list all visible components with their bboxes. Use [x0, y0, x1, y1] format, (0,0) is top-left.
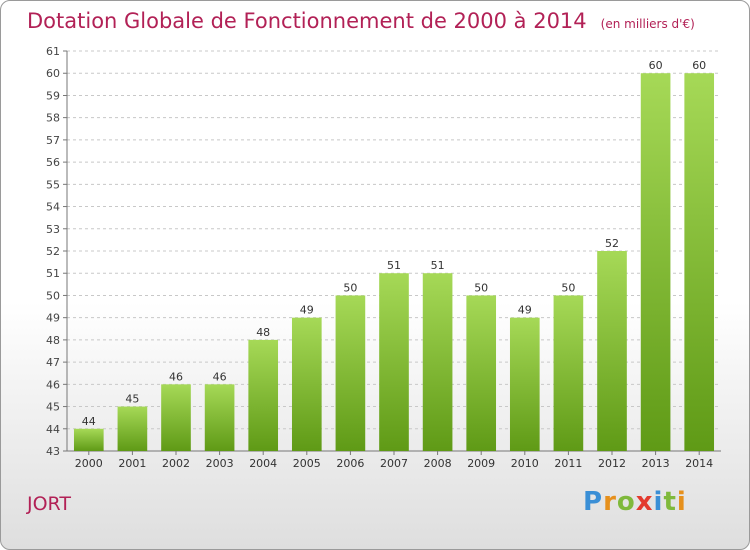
y-tick-label: 53 — [46, 223, 60, 236]
x-tick-label: 2007 — [380, 457, 408, 470]
commune-name: JORT — [27, 493, 71, 515]
logo-letter: x — [635, 487, 654, 517]
x-tick-label: 2009 — [467, 457, 495, 470]
y-tick-label: 48 — [46, 334, 60, 347]
bar — [553, 295, 584, 451]
y-tick-label: 43 — [46, 445, 60, 458]
data-label: 49 — [300, 304, 314, 317]
data-label: 50 — [343, 281, 357, 294]
y-tick-label: 57 — [46, 134, 60, 147]
y-tick-label: 51 — [46, 267, 60, 280]
data-label: 46 — [213, 370, 227, 383]
bar — [422, 273, 453, 451]
y-tick-label: 55 — [46, 178, 60, 191]
x-tick-label: 2001 — [118, 457, 146, 470]
bar — [291, 317, 322, 451]
y-tick-label: 46 — [46, 378, 60, 391]
x-tick-label: 2005 — [293, 457, 321, 470]
bar — [597, 251, 627, 451]
data-label: 51 — [387, 259, 401, 272]
data-label: 48 — [256, 326, 270, 339]
x-tick-label: 2002 — [162, 457, 190, 470]
labels: 43 44 45 46 47 48 49 50 51 52 53 54 55 56 57 58 59 60 61 44… — [46, 45, 713, 470]
y-tick-label: 50 — [46, 289, 60, 302]
bar — [161, 384, 191, 451]
bar — [640, 73, 671, 451]
y-tick-label: 60 — [46, 67, 60, 80]
data-label: 45 — [125, 393, 139, 406]
data-label: 51 — [431, 259, 445, 272]
x-tick-label: 2003 — [206, 457, 234, 470]
logo-letter: o — [616, 487, 636, 517]
data-label: 49 — [518, 304, 532, 317]
chart-title-block: Dotation Globale de Fonctionnement de 20… — [27, 9, 695, 33]
bars — [73, 73, 715, 451]
y-tick-label: 54 — [46, 201, 60, 214]
data-label: 50 — [561, 281, 575, 294]
x-tick-label: 2010 — [511, 457, 539, 470]
x-tick-label: 2014 — [685, 457, 713, 470]
y-tick-label: 52 — [46, 245, 60, 258]
x-tick-label: 2008 — [424, 457, 452, 470]
bar — [117, 406, 148, 451]
logo-letter: P — [583, 487, 604, 517]
bar — [379, 273, 409, 451]
x-tick-label: 2004 — [249, 457, 277, 470]
y-tick-label: 44 — [46, 423, 60, 436]
data-label: 52 — [605, 237, 619, 250]
bar — [509, 317, 540, 451]
x-tick-label: 2011 — [554, 457, 582, 470]
y-tick-label: 45 — [46, 401, 60, 414]
data-label: 60 — [649, 59, 663, 72]
proxiti-logo[interactable]: Proxiti — [583, 487, 687, 517]
data-label: 50 — [474, 281, 488, 294]
data-label: 46 — [169, 370, 183, 383]
x-tick-label: 2013 — [642, 457, 670, 470]
data-label: 44 — [82, 415, 96, 428]
logo-letter: i — [653, 487, 664, 517]
logo-letter: t — [663, 487, 677, 517]
y-tick-label: 59 — [46, 89, 60, 102]
bar — [335, 295, 366, 451]
y-tick-label: 58 — [46, 112, 60, 125]
bar — [248, 339, 279, 451]
unit-note: (en milliers d'€) — [600, 17, 695, 31]
bar — [204, 384, 235, 451]
chart-title: Dotation Globale de Fonctionnement de 20… — [27, 9, 587, 33]
bar — [466, 295, 497, 451]
y-tick-label: 61 — [46, 45, 60, 58]
x-tick-label: 2000 — [75, 457, 103, 470]
x-tick-label: 2012 — [598, 457, 626, 470]
logo-letter: i — [676, 487, 687, 517]
logo-letter: r — [603, 487, 617, 517]
bar — [684, 73, 715, 451]
bar — [73, 428, 104, 451]
y-tick-label: 56 — [46, 156, 60, 169]
y-tick-label: 49 — [46, 312, 60, 325]
y-tick-label: 47 — [46, 356, 60, 369]
x-tick-label: 2006 — [336, 457, 364, 470]
data-label: 60 — [692, 59, 706, 72]
